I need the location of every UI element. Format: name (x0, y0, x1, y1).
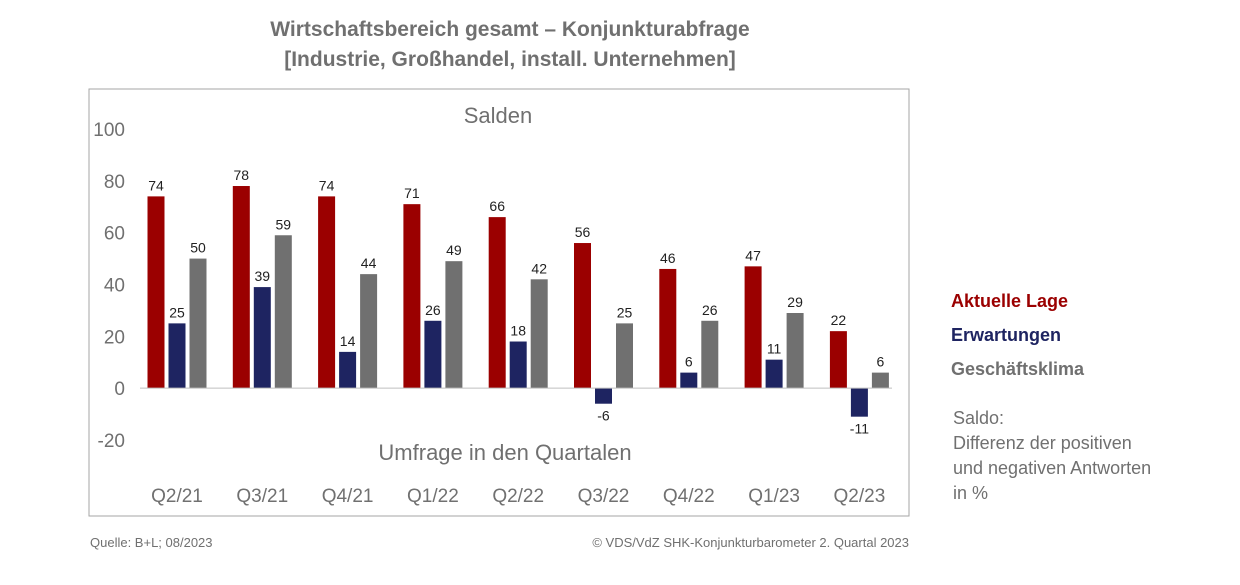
bar-aktuelle-lage-7 (744, 266, 762, 389)
data-label: 11 (767, 341, 782, 357)
data-label: 26 (425, 302, 441, 318)
data-label: 39 (255, 268, 271, 284)
y-tick-label: 60 (104, 224, 125, 245)
bar-aktuelle-lage-4 (488, 217, 506, 389)
bar-gesch-ftsklima-5 (616, 323, 633, 389)
data-label: 14 (340, 333, 356, 349)
bar-erwartungen-5 (595, 388, 612, 404)
note-line-2: Differenz der positiven (953, 433, 1132, 453)
data-label: 78 (234, 167, 250, 183)
y-axis: 100 80 60 40 20 0 -20 (93, 120, 125, 452)
bar-aktuelle-lage-2 (318, 196, 336, 389)
data-label: 6 (685, 354, 693, 370)
bar-gesch-ftsklima-4 (530, 279, 548, 389)
data-label: 74 (319, 177, 335, 193)
chart-subtitle: Salden (464, 103, 533, 128)
data-label: 56 (575, 224, 591, 240)
y-tick-label: 40 (104, 276, 125, 297)
bar-erwartungen-6 (680, 372, 698, 389)
x-tick-label: Q1/23 (748, 486, 800, 507)
x-tick-label: Q1/22 (407, 486, 459, 507)
x-tick-label: Q3/21 (236, 486, 288, 507)
data-label: 29 (787, 294, 803, 310)
bar-series-group: 74 78 74 71 66 56 46 47 22 25 39 14 26 18 -6 6 11 -11 50 59… (147, 167, 889, 437)
bar-gesch-ftsklima-6 (701, 320, 719, 389)
bar-erwartungen-2 (339, 351, 357, 389)
data-label: 25 (617, 304, 633, 320)
data-label: 50 (190, 240, 206, 256)
bar-gesch-ftsklima-3 (445, 261, 463, 389)
data-label: 66 (489, 198, 505, 214)
data-label: 74 (148, 177, 164, 193)
bar-erwartungen-0 (168, 323, 186, 389)
bar-aktuelle-lage-3 (403, 204, 421, 389)
legend-item-geschaeftsklima: Geschäftsklima (951, 359, 1085, 379)
bar-aktuelle-lage-6 (659, 268, 677, 389)
data-label: 47 (745, 247, 761, 263)
y-tick-label: 100 (93, 120, 125, 141)
footer-copyright: © VDS/VdZ SHK-Konjunkturbarometer 2. Qua… (592, 535, 909, 550)
bar-gesch-ftsklima-1 (274, 235, 292, 389)
data-label: 25 (169, 304, 185, 320)
x-tick-label: Q2/22 (492, 486, 544, 507)
note-line-4: in % (953, 483, 989, 503)
data-label: 71 (404, 185, 420, 201)
x-tick-label: Q2/23 (834, 486, 886, 507)
bar-erwartungen-8 (850, 388, 868, 417)
bar-erwartungen-4 (509, 341, 527, 389)
x-tick-label: Q2/21 (151, 486, 203, 507)
bar-erwartungen-1 (253, 287, 271, 389)
y-tick-label: 80 (104, 172, 125, 193)
footer-source: Quelle: B+L; 08/2023 (90, 535, 213, 550)
data-label: 6 (877, 354, 885, 370)
data-label: 59 (276, 216, 292, 232)
data-label: 49 (446, 242, 462, 258)
note-line-1: Saldo: (953, 408, 1005, 428)
data-label: 44 (361, 255, 377, 271)
bar-gesch-ftsklima-8 (871, 372, 889, 389)
y-tick-label: 20 (104, 327, 125, 348)
data-label: -6 (597, 408, 610, 424)
bar-gesch-ftsklima-0 (189, 258, 207, 389)
data-label: 26 (702, 302, 718, 318)
data-label: 18 (510, 323, 526, 339)
x-tick-label: Q4/22 (663, 486, 715, 507)
data-label: -11 (850, 421, 869, 437)
x-axis-label: Umfrage in den Quartalen (378, 440, 631, 465)
legend-item-erwartungen: Erwartungen (951, 325, 1062, 345)
bar-aktuelle-lage-0 (147, 196, 165, 389)
bar-aktuelle-lage-1 (232, 186, 250, 389)
plot-frame (88, 88, 910, 517)
legend-item-aktuelle-lage: Aktuelle Lage (951, 291, 1069, 311)
data-label: 42 (531, 260, 547, 276)
note-line-3: und negativen Antworten (953, 458, 1152, 478)
bar-gesch-ftsklima-7 (786, 313, 804, 389)
x-tick-label: Q3/22 (578, 486, 630, 507)
bar-aktuelle-lage-8 (829, 331, 847, 389)
bar-erwartungen-3 (424, 320, 442, 389)
data-label: 46 (660, 250, 676, 266)
chart-title-line-2: [Industrie, Großhandel, install. Unterne… (284, 48, 736, 71)
data-label: 22 (831, 312, 847, 328)
x-axis: Q2/21 Q3/21 Q4/21 Q1/22 Q2/22 Q3/22 Q4/22 Q1/23… (151, 486, 885, 507)
bar-aktuelle-lage-5 (574, 243, 591, 389)
y-tick-label: 0 (114, 379, 125, 400)
x-tick-label: Q4/21 (322, 486, 374, 507)
y-tick-label: -20 (98, 431, 125, 452)
chart-title-line-1: Wirtschaftsbereich gesamt – Konjunkturab… (270, 18, 750, 41)
bar-erwartungen-7 (765, 359, 783, 389)
bar-gesch-ftsklima-2 (360, 274, 378, 389)
